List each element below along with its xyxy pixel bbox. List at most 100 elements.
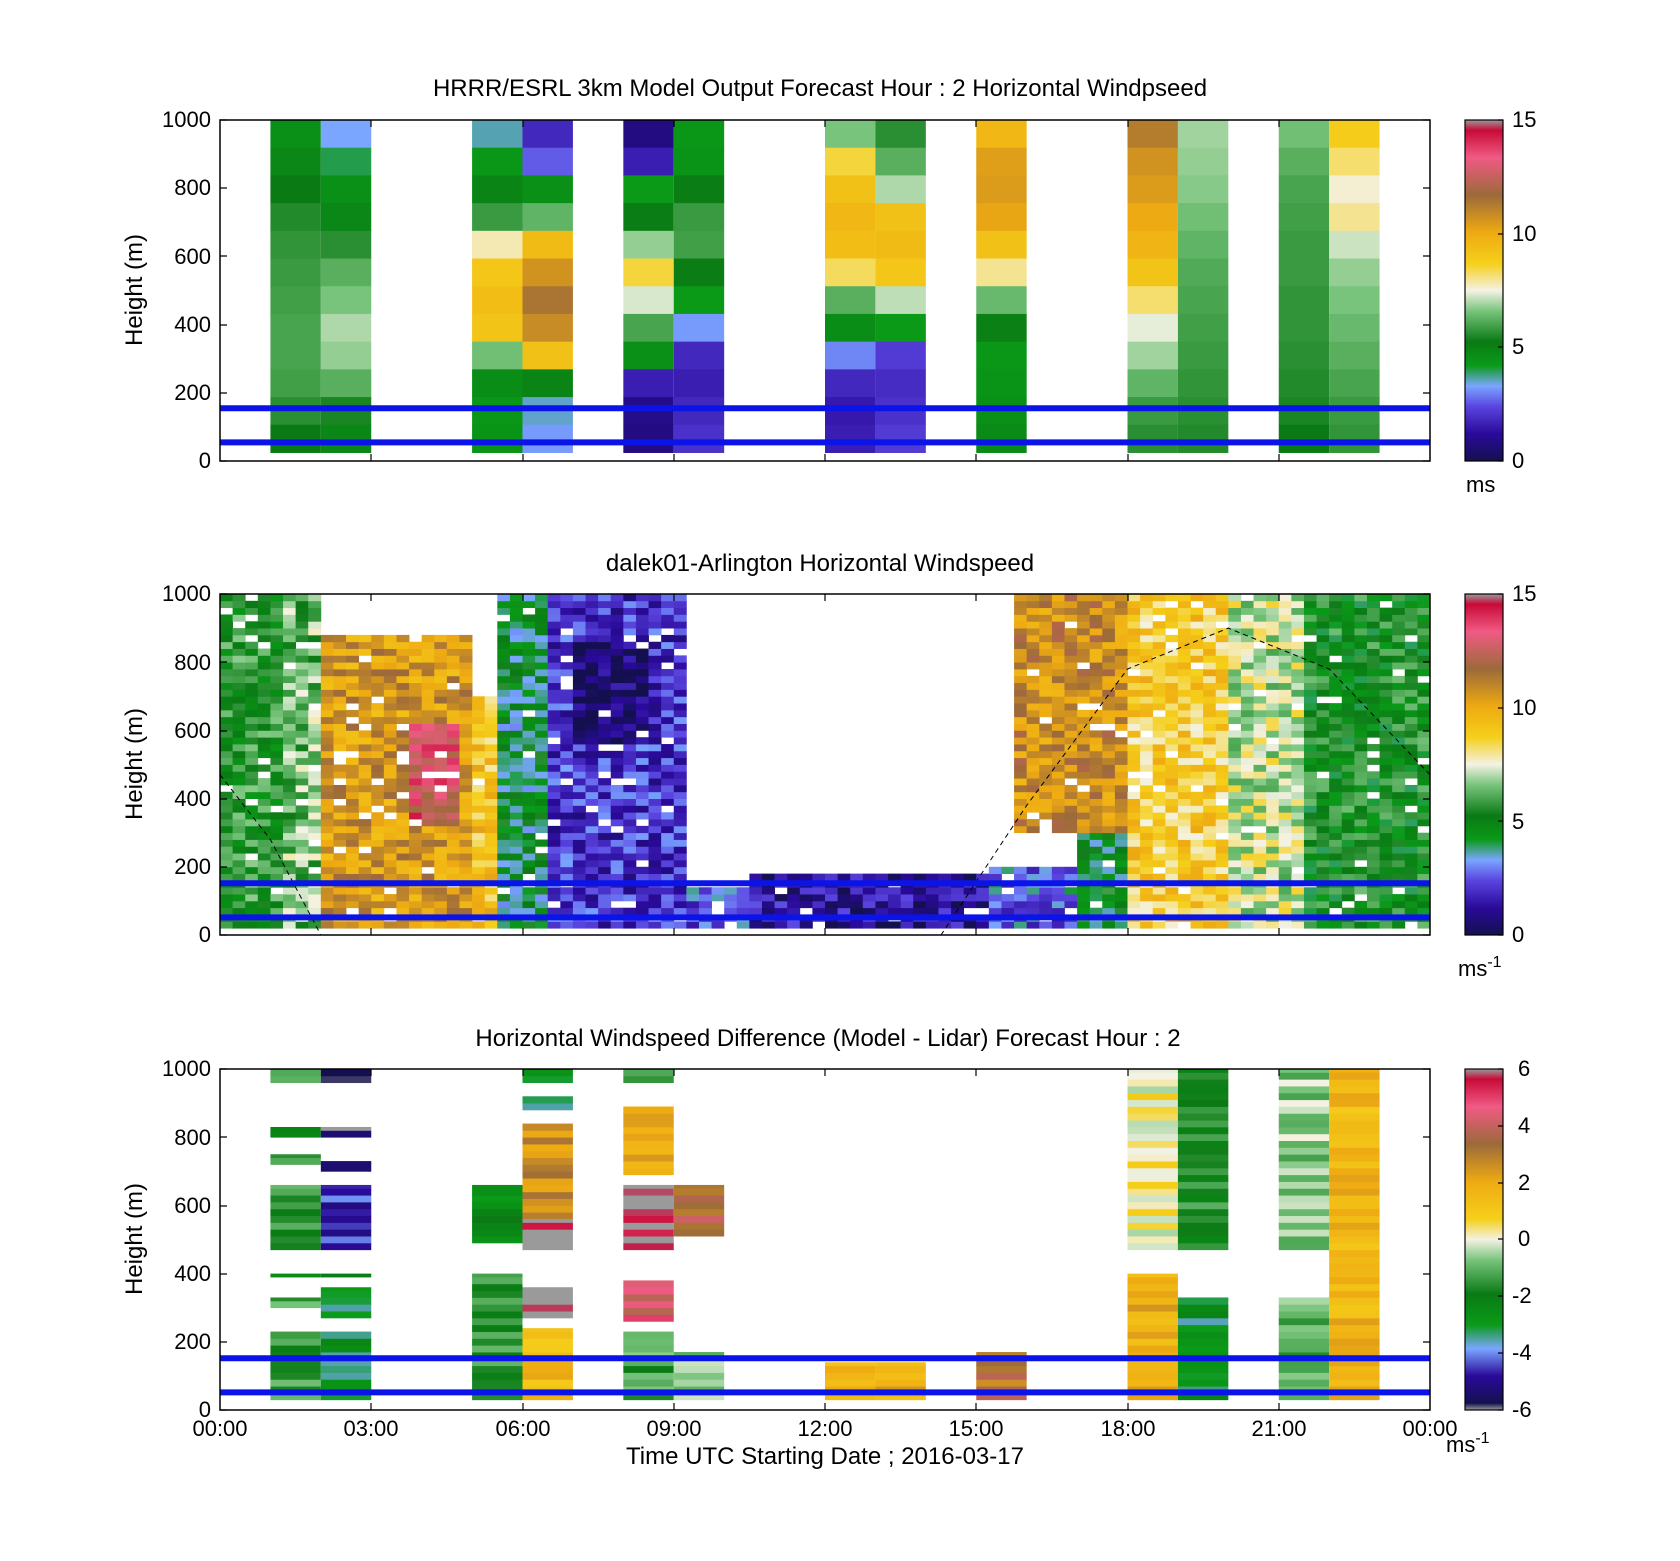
lidar-cell bbox=[1039, 730, 1053, 738]
lidar-cell bbox=[1215, 853, 1229, 861]
lidar-cell bbox=[850, 921, 864, 929]
difference-cell bbox=[270, 1222, 321, 1230]
lidar-cell bbox=[1165, 662, 1179, 670]
difference-cell bbox=[522, 1205, 573, 1213]
lidar-cell bbox=[1379, 594, 1393, 602]
model-cell bbox=[522, 230, 573, 260]
lidar-cell bbox=[1278, 628, 1292, 636]
lidar-cell bbox=[358, 737, 372, 745]
lidar-cell bbox=[257, 607, 271, 615]
lidar-cell bbox=[724, 900, 738, 909]
lidar-cell bbox=[1140, 628, 1154, 636]
lidar-cell bbox=[484, 764, 498, 772]
lidar-cell bbox=[1417, 791, 1430, 799]
lidar-cell bbox=[358, 730, 372, 738]
lidar-cell bbox=[963, 894, 977, 902]
lidar-cell bbox=[1354, 907, 1368, 915]
difference-cell bbox=[1177, 1099, 1229, 1107]
lidar-cell bbox=[1127, 703, 1141, 711]
lidar-cell bbox=[421, 641, 435, 649]
lidar-cell bbox=[1177, 621, 1191, 629]
lidar-cell bbox=[245, 621, 259, 629]
lidar-cell bbox=[1240, 600, 1254, 609]
lidar-cell bbox=[1266, 866, 1280, 875]
lidar-cell bbox=[1026, 628, 1040, 636]
lidar-cell bbox=[1366, 641, 1380, 649]
difference-cell bbox=[320, 1075, 372, 1084]
lidar-cell bbox=[346, 805, 360, 813]
lidar-cell bbox=[358, 859, 372, 868]
lidar-cell bbox=[635, 614, 649, 622]
lidar-cell bbox=[270, 744, 284, 752]
model-cell bbox=[1127, 230, 1178, 260]
lidar-cell bbox=[346, 846, 360, 854]
lidar-cell bbox=[472, 703, 486, 711]
lidar-cell bbox=[497, 682, 511, 690]
lidar-cell bbox=[320, 798, 334, 806]
lidar-cell bbox=[862, 887, 876, 895]
lidar-cell bbox=[1177, 614, 1191, 622]
lidar-cell bbox=[1127, 655, 1141, 663]
difference-cell bbox=[1177, 1242, 1229, 1251]
lidar-cell bbox=[295, 805, 309, 813]
difference-cell bbox=[270, 1154, 321, 1159]
lidar-cell bbox=[1215, 819, 1229, 827]
lidar-cell bbox=[333, 730, 347, 738]
lidar-cell bbox=[1417, 634, 1430, 643]
lidar-cell bbox=[421, 873, 435, 881]
lidar-cell bbox=[1026, 662, 1040, 670]
lidar-cell bbox=[220, 771, 233, 779]
difference-cell bbox=[623, 1120, 674, 1128]
lidar-cell bbox=[1114, 894, 1128, 902]
lidar-cell bbox=[1165, 839, 1179, 847]
lidar-cell bbox=[295, 703, 309, 711]
xtick-label: 00:00 bbox=[192, 1416, 247, 1441]
lidar-cell bbox=[308, 825, 322, 834]
lidar-cell bbox=[1303, 757, 1317, 765]
lidar-cell bbox=[1190, 798, 1204, 806]
lidar-cell bbox=[648, 628, 662, 636]
lidar-cell bbox=[1190, 607, 1204, 615]
lidar-cell bbox=[383, 689, 397, 697]
lidar-cell bbox=[1278, 709, 1292, 718]
lidar-cell bbox=[951, 900, 965, 909]
lidar-cell bbox=[371, 648, 385, 656]
lidar-cell bbox=[409, 709, 423, 718]
lidar-cell bbox=[283, 621, 297, 629]
lidar-cell bbox=[1303, 641, 1317, 649]
ytick-400: 400 bbox=[174, 786, 211, 811]
lidar-cell bbox=[409, 812, 423, 820]
lidar-cell bbox=[1215, 669, 1229, 677]
lidar-cell bbox=[220, 614, 233, 622]
lidar-cell bbox=[1392, 675, 1406, 684]
lidar-cell bbox=[572, 682, 586, 690]
xtick-label: 18:00 bbox=[1100, 1416, 1155, 1441]
lidar-cell bbox=[1354, 805, 1368, 813]
lidar-cell bbox=[585, 709, 599, 718]
lidar-cell bbox=[1404, 675, 1418, 684]
lidar-cell bbox=[1341, 846, 1355, 854]
lidar-cell bbox=[509, 873, 523, 881]
lidar-cell bbox=[560, 730, 574, 738]
panel-model-title: HRRR/ESRL 3km Model Output Forecast Hour… bbox=[433, 75, 1207, 102]
lidar-cell bbox=[673, 805, 687, 813]
lidar-cell bbox=[535, 921, 549, 929]
lidar-cell bbox=[434, 764, 448, 772]
model-cell bbox=[522, 147, 573, 176]
lidar-cell bbox=[535, 798, 549, 806]
lidar-cell bbox=[1089, 709, 1103, 718]
lidar-cell bbox=[1190, 621, 1204, 629]
lidar-cell bbox=[320, 662, 334, 670]
lidar-cell bbox=[1051, 900, 1065, 909]
lidar-cell bbox=[635, 812, 649, 820]
lidar-cell bbox=[1064, 805, 1078, 813]
lidar-cell bbox=[409, 921, 423, 929]
lidar-cell bbox=[610, 689, 624, 697]
lidar-cell bbox=[1329, 887, 1343, 895]
xtick-label: 12:00 bbox=[797, 1416, 852, 1441]
lidar-cell bbox=[1177, 812, 1191, 820]
lidar-cell bbox=[346, 675, 360, 684]
lidar-cell bbox=[1228, 839, 1242, 847]
lidar-cell bbox=[1215, 641, 1229, 649]
lidar-cell bbox=[648, 641, 662, 649]
